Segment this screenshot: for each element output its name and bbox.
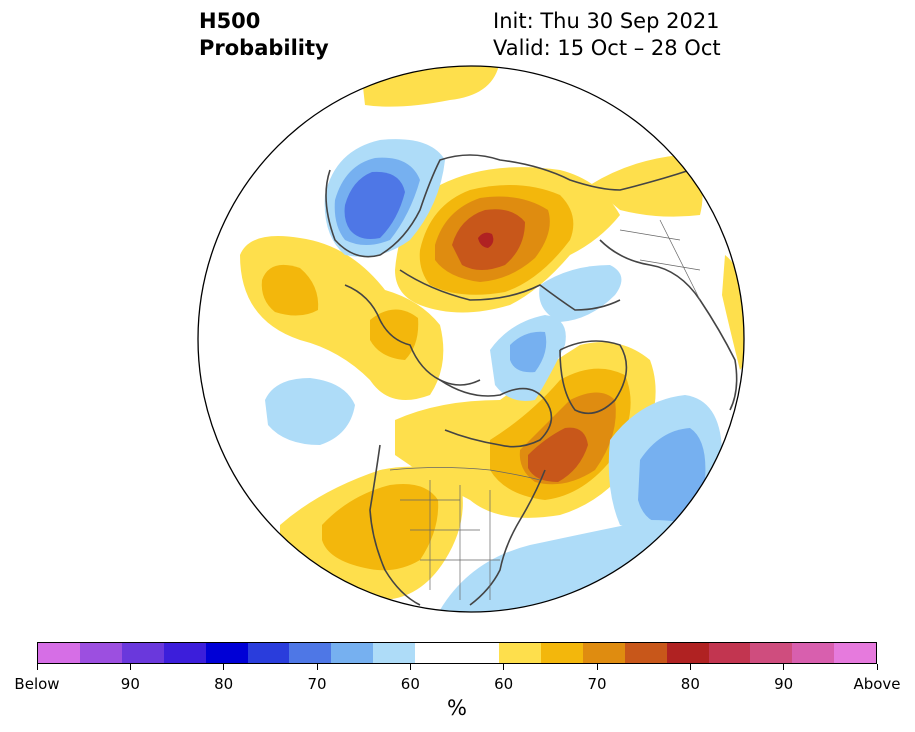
title-product: Probability xyxy=(199,36,329,60)
coastline-asia xyxy=(325,154,691,258)
probability-fields xyxy=(240,66,744,612)
colorbar-tick-label: 60 xyxy=(494,675,514,693)
valid-date: Valid: 15 Oct – 28 Oct xyxy=(493,36,721,60)
colorbar-segment xyxy=(121,643,164,663)
colorbar-units: % xyxy=(447,696,467,720)
coastline-alaska xyxy=(344,284,481,386)
anomaly-above-westus-70 xyxy=(322,484,439,571)
colorbar-tick-label: 60 xyxy=(400,675,420,693)
anomaly-above-canada-90 xyxy=(528,427,588,482)
colorbar-tick xyxy=(129,664,131,670)
colorbar-tick xyxy=(36,664,38,670)
coastline-east-na xyxy=(469,469,546,606)
anomaly-above-europe xyxy=(590,155,703,217)
colorbar-tick xyxy=(876,664,878,670)
anomaly-above-siberia-peak xyxy=(478,232,494,248)
colorbar-segment xyxy=(331,643,374,663)
colorbar-tick xyxy=(223,664,225,670)
colorbar-tick xyxy=(316,664,318,670)
colorbar-tick-label: 70 xyxy=(587,675,607,693)
anomaly-above-pacific-core xyxy=(261,264,319,316)
polar-map xyxy=(197,65,745,613)
anomaly-below-scandinavia xyxy=(539,265,622,322)
anomaly-below-atlantic-60 xyxy=(638,428,706,525)
title-variable: H500 xyxy=(199,9,261,33)
anomaly-below-arctic-60 xyxy=(510,331,547,373)
map-boundary xyxy=(197,65,745,613)
coastline-greenland xyxy=(559,340,628,415)
colorbar-segment xyxy=(666,643,709,663)
colorbar-segment xyxy=(415,643,458,663)
colorbar-tick-label: 90 xyxy=(774,675,794,693)
colorbar-tick-label: Above xyxy=(853,675,901,693)
colorbar-tick-label: 80 xyxy=(214,675,234,693)
colorbar-tick xyxy=(596,664,598,670)
coastline-west-na xyxy=(369,444,421,606)
anomaly-below-kamchatka-70 xyxy=(344,171,405,239)
colorbar-tick-label: 80 xyxy=(680,675,700,693)
colorbar-tick xyxy=(503,664,505,670)
colorbar-segment xyxy=(498,643,541,663)
colorbar-segment xyxy=(205,643,248,663)
colorbar-tick-label: 70 xyxy=(307,675,327,693)
colorbar-segment xyxy=(373,643,416,663)
colorbar-segment xyxy=(708,643,751,663)
colorbar-tick-label: Below xyxy=(14,675,60,693)
border-states xyxy=(400,480,500,600)
colorbar-segment xyxy=(582,643,625,663)
anomaly-above-alaska-core xyxy=(370,309,419,360)
colorbar-segment xyxy=(624,643,667,663)
coastline-siberia xyxy=(399,269,621,311)
anomaly-below-pacific xyxy=(265,378,355,445)
colorbar-segment xyxy=(834,643,877,663)
colorbar-segment xyxy=(540,643,583,663)
colorbar-segment xyxy=(750,643,793,663)
colorbar-segment xyxy=(247,643,290,663)
colorbar-tick-label: 90 xyxy=(120,675,140,693)
border-us-canada xyxy=(389,467,541,481)
colorbar-segment xyxy=(38,643,80,663)
map-dates: Init: Thu 30 Sep 2021 Valid: 15 Oct – 28… xyxy=(493,8,721,62)
colorbar-tick xyxy=(409,664,411,670)
colorbar-tick xyxy=(783,664,785,670)
colorbar-segment xyxy=(289,643,332,663)
colorbar-segment xyxy=(79,643,122,663)
colorbar-segment xyxy=(457,643,499,663)
colorbar-segment xyxy=(163,643,206,663)
borders xyxy=(389,219,701,600)
init-date: Init: Thu 30 Sep 2021 xyxy=(493,9,720,33)
coastline-canada xyxy=(439,379,553,448)
colorbar-segment xyxy=(792,643,835,663)
colorbar xyxy=(37,642,877,664)
map-title: H500 Probability xyxy=(199,8,329,62)
colorbar-tick xyxy=(689,664,691,670)
border-europe xyxy=(619,219,701,301)
